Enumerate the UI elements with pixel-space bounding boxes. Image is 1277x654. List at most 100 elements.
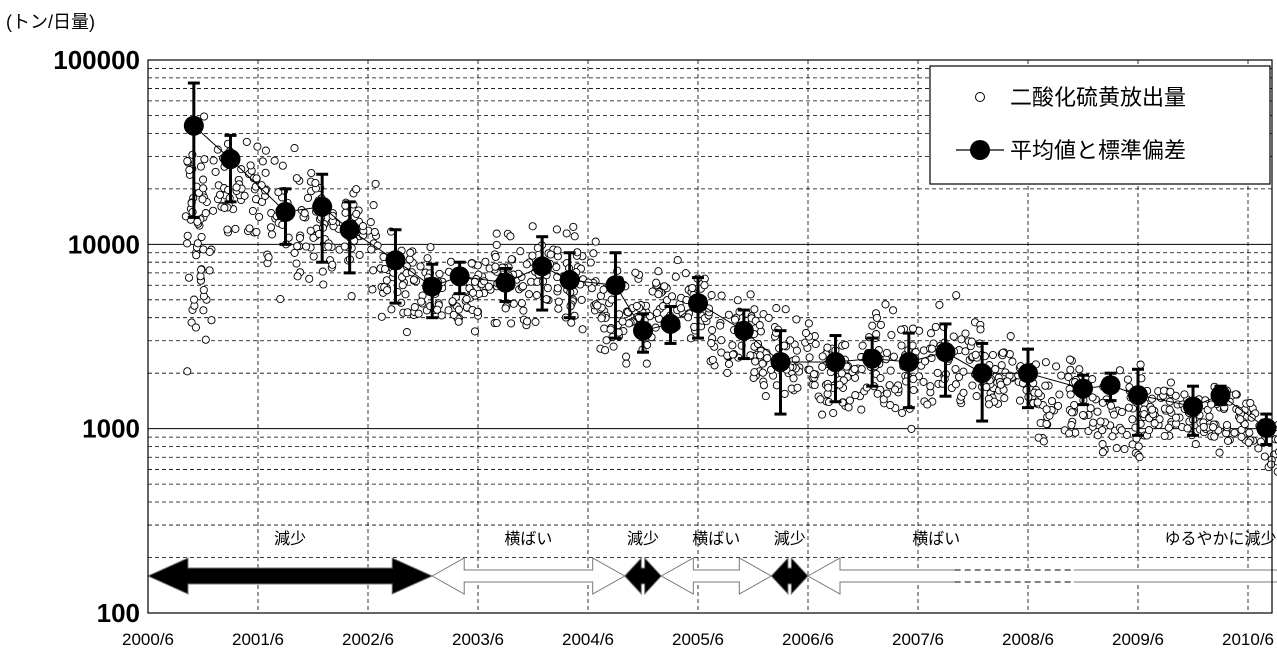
emission-point [971,350,980,359]
emission-point [935,300,944,309]
emission-point [542,295,551,304]
emission-point [881,300,890,309]
emission-point [1165,405,1174,414]
emission-point [1171,413,1181,422]
emission-point [184,273,194,282]
emission-point [957,335,966,344]
emission-point [1215,448,1224,457]
emission-point [509,299,518,308]
emission-point [667,292,677,301]
emission-point [758,359,767,368]
emission-point [293,242,302,251]
emission-point [1246,398,1255,408]
emission-point [1171,391,1180,400]
mean-point [385,250,406,271]
emission-point [347,292,356,301]
emission-point [309,233,318,242]
emission-point [1067,420,1076,430]
legend-box [929,65,1271,185]
x-tick-label: 2001/6 [232,630,284,649]
emission-point [858,341,867,350]
emission-point [758,368,767,377]
emission-point [492,318,501,328]
emission-point [307,168,316,178]
emission-point [454,317,463,326]
emission-point [857,405,866,414]
emission-point [340,242,349,251]
emission-point [522,260,531,269]
emission-point [267,230,277,239]
emission-point [996,380,1005,389]
emission-point [632,301,641,311]
emission-point [889,352,898,361]
emission-point [676,304,686,313]
emission-point [1109,410,1119,419]
emission-point [868,321,877,330]
emission-point [387,305,396,314]
emission-point [954,372,964,382]
legend-open-circle-icon [975,92,985,102]
emission-point [631,268,640,277]
emission-point [261,168,270,177]
emission-point [554,297,563,306]
emission-point [292,259,301,268]
mean-point [220,149,241,170]
emission-point [824,383,833,392]
emission-point [199,175,208,184]
emission-point [1147,405,1157,414]
emission-point [793,383,802,392]
y-tick-label: 100 [97,598,140,628]
emission-point [1237,432,1246,441]
emission-point [708,355,717,364]
period-label: ゆるやかに減少 [1164,530,1276,548]
emission-point [205,247,214,256]
y-tick-label: 100000 [53,45,140,75]
emission-point [1108,432,1117,441]
emission-point [927,344,936,353]
emission-point [306,226,315,235]
x-tick-label: 2007/6 [892,630,944,649]
period-label: 横ばい [504,530,552,548]
emission-point [811,339,820,349]
emission-point [410,303,419,312]
emission-point [961,329,970,338]
emission-point [1144,426,1154,435]
emission-point [1066,390,1075,399]
x-tick-label: 2004/6 [562,630,614,649]
emission-point [546,250,555,259]
emission-point [220,203,229,212]
emission-point [1199,422,1208,431]
emission-point [270,156,279,165]
period-arrow [146,557,434,595]
emission-point [199,184,208,193]
emission-point [1047,397,1057,406]
x-tick-label: 2006/6 [782,630,834,649]
emission-point [328,260,337,269]
emission-point [1230,428,1239,437]
emission-point [597,314,606,323]
emission-point [193,239,202,248]
emission-point [437,311,446,320]
arrow-gap [954,568,1074,584]
emission-point [1135,453,1144,462]
emission-point [205,266,214,275]
emission-point [1112,444,1121,453]
emission-point [531,317,540,327]
period-arrows: 減少 横ばい 減少 横ばい 減少 横ばい ゆるやかに減少 [146,530,1277,596]
emission-point [959,388,968,397]
emission-point [1191,440,1200,449]
mean-point [770,351,791,372]
emission-point [507,319,516,328]
mean-point [825,351,846,372]
emission-point [920,357,930,366]
emission-point [1008,357,1017,366]
emission-point [197,265,206,274]
emission-point [850,364,859,374]
emission-point [723,368,732,377]
emission-point [401,290,410,299]
emission-point [982,383,991,392]
emission-point [1054,401,1063,410]
emission-point [622,352,631,361]
emission-point [311,178,320,188]
emission-point [370,227,379,237]
